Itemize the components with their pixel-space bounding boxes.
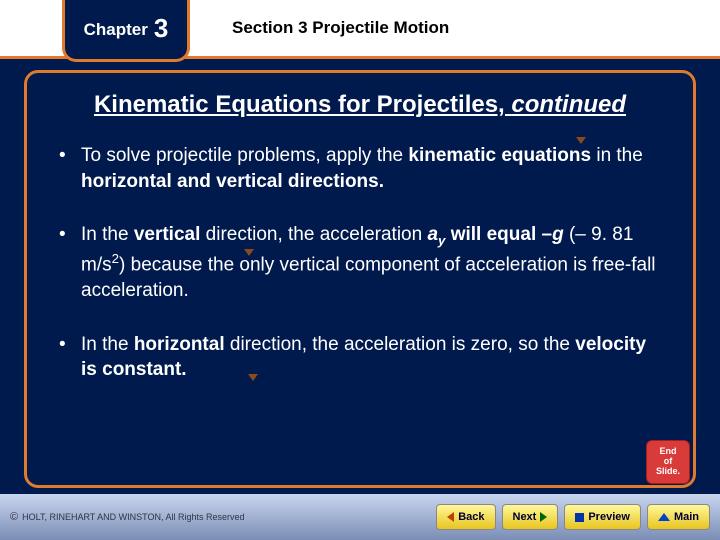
text-run: will equal: [445, 224, 541, 245]
text-run: horizontal: [134, 334, 225, 355]
copyright-icon: ©: [10, 511, 18, 523]
copyright-text: HOLT, RINEHART AND WINSTON, All Rights R…: [22, 512, 244, 522]
preview-label: Preview: [588, 511, 630, 523]
title-continued: continued: [511, 91, 626, 118]
text-run: kinematic equations: [408, 145, 591, 166]
bullet-list: To solve projectile problems, apply the …: [53, 143, 667, 383]
section-label: Section 3 Projectile Motion: [232, 18, 449, 38]
copyright: © HOLT, RINEHART AND WINSTON, All Rights…: [10, 511, 245, 523]
bullet-item: To solve projectile problems, apply the …: [53, 143, 667, 194]
bullet-item: In the horizontal direction, the acceler…: [53, 332, 667, 383]
text-run: in the: [591, 145, 643, 166]
main-button[interactable]: Main: [647, 504, 710, 530]
chapter-word: Chapter: [84, 20, 148, 40]
chapter-number: 3: [154, 13, 168, 44]
preview-button[interactable]: Preview: [564, 504, 641, 530]
text-run: vertical: [134, 224, 201, 245]
arrow-left-icon: [447, 512, 454, 522]
arrow-right-icon: [540, 512, 547, 522]
text-run: In the: [81, 224, 134, 245]
text-run: horizontal and vertical directions.: [81, 171, 384, 192]
next-label: Next: [513, 511, 537, 523]
square-icon: [575, 513, 584, 522]
footer-bar: © HOLT, RINEHART AND WINSTON, All Rights…: [0, 494, 720, 540]
slide-title: Kinematic Equations for Projectiles, con…: [53, 91, 667, 119]
back-label: Back: [458, 511, 484, 523]
end-of-slide-badge: End of Slide.: [646, 440, 690, 484]
text-run: –: [542, 224, 553, 245]
text-run: In the: [81, 334, 134, 355]
chapter-tab: Chapter 3: [62, 0, 190, 62]
nav-button-group: Back Next Preview Main: [436, 504, 710, 530]
bullet-item: In the vertical direction, the accelerat…: [53, 222, 667, 303]
end-line3: Slide.: [656, 467, 680, 477]
next-button[interactable]: Next: [502, 504, 559, 530]
content-panel: Kinematic Equations for Projectiles, con…: [24, 70, 696, 488]
text-run: To solve projectile problems, apply the: [81, 145, 408, 166]
text-run: 2: [112, 251, 119, 266]
text-run: g: [552, 224, 564, 245]
back-button[interactable]: Back: [436, 504, 495, 530]
home-icon: [658, 513, 670, 521]
slide-marker-icon: [244, 249, 254, 256]
slide-marker-icon: [248, 374, 258, 381]
text-run: direction, the acceleration: [200, 224, 427, 245]
text-run: a: [427, 224, 438, 245]
slide-marker-icon: [576, 137, 586, 144]
text-run: direction, the acceleration is zero, so …: [225, 334, 576, 355]
title-main: Kinematic Equations for Projectiles,: [94, 91, 511, 118]
main-label: Main: [674, 511, 699, 523]
text-run: ) because the only vertical component of…: [81, 254, 656, 301]
